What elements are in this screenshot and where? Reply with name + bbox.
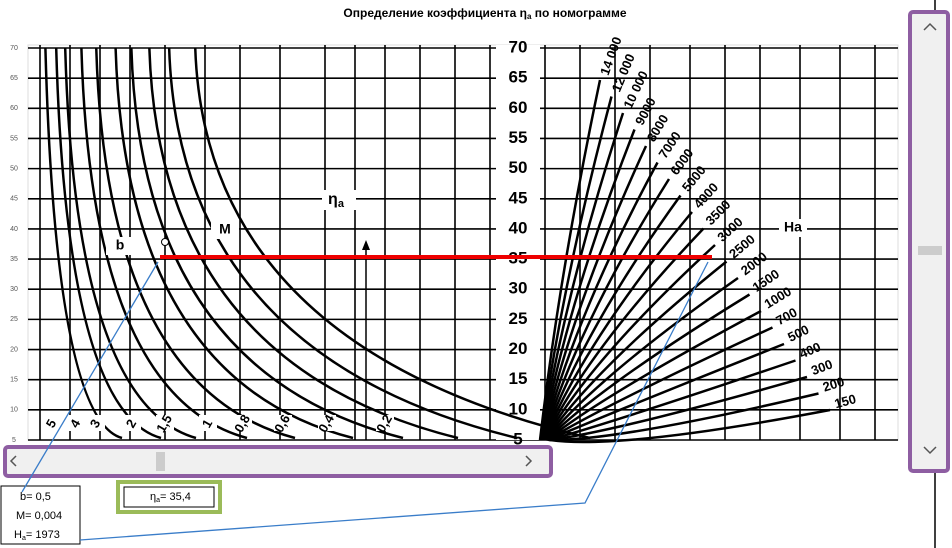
v-scroll-thumb[interactable] bbox=[918, 246, 942, 255]
nomogram-axis-label: 55 bbox=[509, 128, 528, 147]
pointer-ha bbox=[79, 261, 709, 541]
nomogram-axis-label: 15 bbox=[509, 369, 528, 388]
ha-curve-label: 200 bbox=[821, 374, 846, 395]
nomogram-axis-label: 45 bbox=[509, 188, 528, 207]
label-m: M bbox=[219, 221, 231, 237]
left-axis-label: 35 bbox=[10, 256, 18, 263]
left-axis-label: 65 bbox=[10, 75, 18, 82]
left-axis-label: 5 bbox=[12, 437, 16, 444]
ha-curve bbox=[545, 293, 751, 441]
nomogram-axis-label: 20 bbox=[509, 339, 528, 358]
label-bg bbox=[234, 415, 252, 431]
label-bg bbox=[87, 415, 105, 431]
left-axis-label: 45 bbox=[10, 196, 18, 203]
label-bg bbox=[274, 415, 292, 431]
label-eta: ηa bbox=[328, 191, 345, 210]
ha-curve bbox=[539, 96, 613, 441]
ha-curve bbox=[546, 326, 774, 442]
ha-curve bbox=[546, 309, 762, 441]
b-curve bbox=[114, 47, 354, 440]
ha-curve bbox=[543, 244, 716, 441]
left-axis-label: 40 bbox=[10, 226, 18, 233]
nomogram-axis-label: 60 bbox=[509, 98, 528, 117]
label-bg bbox=[123, 415, 141, 431]
nomogram-axis-label: 10 bbox=[509, 399, 528, 418]
ha-curve-label: 300 bbox=[809, 356, 835, 378]
axis-band bbox=[496, 45, 540, 440]
b-curve bbox=[194, 47, 591, 440]
left-axis-label: 10 bbox=[10, 407, 18, 414]
ha-curve bbox=[538, 79, 602, 441]
pointer-b bbox=[21, 261, 159, 493]
nomogram-axis-label: 70 bbox=[509, 37, 528, 56]
result-eta: ηa= 35,4 bbox=[150, 491, 191, 504]
nomogram-axis-label: 30 bbox=[509, 279, 528, 298]
left-axis-label: 15 bbox=[10, 377, 18, 384]
label-ha: Ha bbox=[784, 219, 802, 235]
scroll-right[interactable] bbox=[525, 455, 533, 467]
ha-curve bbox=[549, 408, 831, 444]
ha-curve-label: 150 bbox=[833, 391, 858, 411]
param-ha: Ha= 1973 bbox=[14, 529, 60, 542]
left-axis-label: 25 bbox=[10, 316, 18, 323]
ha-curve bbox=[541, 178, 671, 441]
left-axis-label: 55 bbox=[10, 135, 18, 142]
label-bg bbox=[43, 415, 61, 431]
left-axis-label: 20 bbox=[10, 346, 18, 353]
nomogram-image bbox=[27, 44, 899, 441]
b-curve bbox=[44, 47, 123, 440]
b-curve bbox=[167, 47, 518, 440]
label-bg bbox=[156, 415, 174, 431]
ha-curve bbox=[539, 112, 625, 441]
label-bg bbox=[211, 221, 239, 239]
ha-curve bbox=[547, 342, 785, 442]
ha-curve bbox=[542, 194, 682, 441]
b-curve bbox=[130, 47, 404, 440]
eta-arrow-head bbox=[362, 240, 370, 250]
ha-curve bbox=[548, 359, 796, 442]
result-frame bbox=[116, 480, 222, 514]
h-scrollbar[interactable] bbox=[3, 445, 553, 478]
label-bg bbox=[106, 237, 134, 255]
ha-curve bbox=[548, 375, 808, 442]
scroll-down[interactable] bbox=[923, 446, 937, 455]
point-marker bbox=[161, 238, 169, 246]
label-bg bbox=[779, 219, 807, 237]
ha-curve bbox=[545, 276, 739, 441]
nomogram-axis-label: 5 bbox=[513, 429, 522, 448]
label-bg bbox=[376, 415, 394, 431]
label-bg bbox=[67, 415, 85, 431]
nomogram-axis-label: 50 bbox=[509, 158, 528, 177]
nomogram-axis-label: 40 bbox=[509, 218, 528, 237]
left-axis-label: 60 bbox=[10, 105, 18, 112]
b-curve bbox=[148, 47, 459, 440]
param-b: b= 0,5 bbox=[20, 491, 51, 503]
v-scrollbar[interactable] bbox=[908, 10, 950, 473]
ha-curve bbox=[543, 227, 705, 441]
title: Определение коэффициента ηa по номограмм… bbox=[343, 6, 626, 21]
result-box bbox=[123, 486, 215, 508]
left-axis-label: 70 bbox=[10, 45, 18, 52]
label-b: b bbox=[116, 237, 125, 253]
h-scroll-thumb[interactable] bbox=[156, 452, 165, 471]
scroll-left[interactable] bbox=[9, 455, 17, 467]
params-box bbox=[0, 485, 81, 545]
left-axis-label: 50 bbox=[10, 165, 18, 172]
nomogram-axis-label: 65 bbox=[509, 68, 528, 87]
scroll-up[interactable] bbox=[923, 22, 937, 31]
label-bg bbox=[199, 415, 217, 431]
ha-curve bbox=[542, 211, 693, 441]
param-m: M= 0,004 bbox=[16, 510, 62, 522]
ha-curve bbox=[540, 145, 648, 441]
ha-curve bbox=[540, 129, 636, 441]
nomogram-axis-label: 25 bbox=[509, 309, 528, 328]
label-bg bbox=[322, 190, 356, 210]
left-axis-label: 30 bbox=[10, 286, 18, 293]
ha-curve bbox=[549, 392, 819, 442]
label-bg bbox=[318, 415, 336, 431]
ha-curve bbox=[541, 161, 659, 441]
